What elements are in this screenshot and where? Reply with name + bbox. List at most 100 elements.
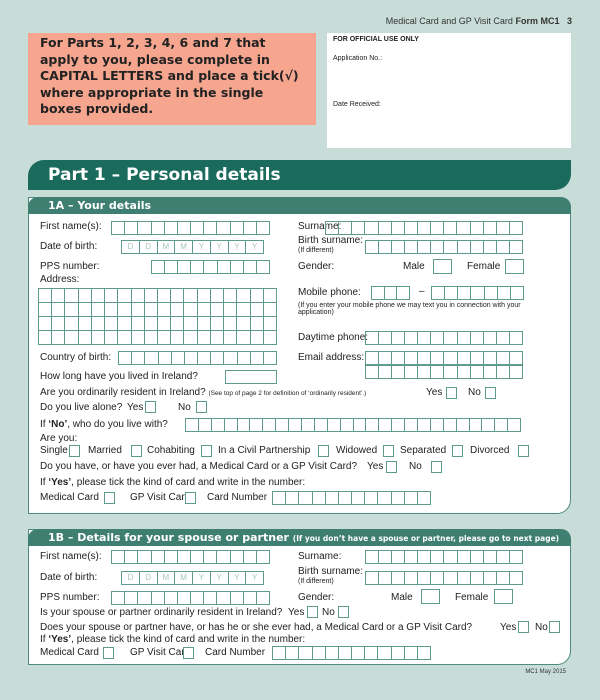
char-box[interactable] [273, 646, 287, 660]
char-box[interactable] [378, 646, 392, 660]
char-box[interactable] [496, 240, 510, 254]
surname-field[interactable] [325, 221, 524, 235]
char-box[interactable] [224, 331, 238, 345]
char-box[interactable] [39, 303, 53, 317]
char-box[interactable] [105, 303, 119, 317]
char-box[interactable] [312, 646, 326, 660]
char-box[interactable] [118, 317, 132, 331]
char-box[interactable] [138, 550, 152, 564]
char-box[interactable] [91, 289, 106, 303]
char-box[interactable] [508, 418, 522, 432]
char-box[interactable] [230, 260, 244, 274]
char-box[interactable] [105, 331, 119, 345]
mobile-number-field[interactable] [431, 286, 524, 300]
char-box[interactable] [392, 550, 406, 564]
char-box[interactable] [458, 286, 472, 300]
char-box[interactable] [197, 303, 211, 317]
daytime-phone-field[interactable] [365, 331, 523, 345]
char-box[interactable] [470, 550, 484, 564]
spouse-birth-surname-field[interactable] [365, 571, 523, 585]
char-box[interactable] [444, 240, 458, 254]
char-box[interactable] [217, 260, 231, 274]
char-box[interactable] [145, 351, 159, 365]
char-box[interactable] [119, 351, 133, 365]
char-box[interactable] [191, 591, 205, 605]
char-box[interactable] [164, 550, 178, 564]
char-box[interactable] [431, 365, 445, 379]
char-box[interactable] [444, 365, 458, 379]
status-widowed-checkbox[interactable] [383, 445, 394, 457]
char-box[interactable] [118, 331, 132, 345]
char-box[interactable] [263, 351, 278, 365]
char-box[interactable] [456, 418, 470, 432]
char-box[interactable] [365, 646, 379, 660]
gp-visit-card-checkbox[interactable] [185, 492, 196, 504]
card-no-checkbox[interactable] [431, 461, 442, 473]
email-field-row-2[interactable] [365, 365, 523, 379]
char-box[interactable] [339, 221, 353, 235]
char-box[interactable] [256, 221, 271, 235]
char-box[interactable]: M [157, 240, 176, 254]
spouse-resident-no-checkbox[interactable] [338, 606, 349, 618]
status-married-checkbox[interactable] [131, 445, 142, 457]
live-alone-yes-checkbox[interactable] [145, 401, 156, 413]
char-box[interactable] [405, 240, 419, 254]
status-divorced-checkbox[interactable] [518, 445, 529, 457]
char-box[interactable] [52, 303, 66, 317]
char-box[interactable] [366, 418, 380, 432]
char-box[interactable] [171, 331, 185, 345]
country-of-birth-field[interactable] [118, 351, 278, 365]
char-box[interactable] [144, 289, 158, 303]
char-box[interactable] [405, 418, 419, 432]
char-box[interactable] [509, 351, 523, 365]
char-box[interactable]: Y [193, 240, 211, 254]
char-box[interactable]: D [139, 240, 158, 254]
char-box[interactable] [91, 331, 106, 345]
char-box[interactable] [286, 491, 300, 505]
char-box[interactable] [299, 491, 313, 505]
char-box[interactable] [171, 317, 185, 331]
char-box[interactable] [289, 418, 303, 432]
status-cohabiting-checkbox[interactable] [201, 445, 212, 457]
how-long-field[interactable] [225, 370, 277, 384]
status-separated-checkbox[interactable] [452, 445, 463, 457]
char-box[interactable] [204, 260, 218, 274]
char-box[interactable] [471, 286, 485, 300]
char-box[interactable] [417, 221, 432, 235]
char-box[interactable] [39, 289, 53, 303]
char-box[interactable] [509, 331, 523, 345]
char-box[interactable] [444, 571, 458, 585]
char-box[interactable] [256, 550, 271, 564]
char-box[interactable] [431, 550, 445, 564]
char-box[interactable] [250, 331, 264, 345]
char-box[interactable] [131, 303, 145, 317]
char-box[interactable] [125, 591, 139, 605]
char-box[interactable] [482, 418, 496, 432]
card-number-field[interactable] [272, 491, 432, 505]
char-box[interactable] [177, 550, 192, 564]
char-box[interactable] [273, 491, 287, 505]
char-box[interactable] [470, 365, 484, 379]
char-box[interactable] [217, 591, 231, 605]
char-box[interactable] [325, 646, 339, 660]
char-box[interactable] [144, 317, 158, 331]
char-box[interactable] [496, 331, 510, 345]
char-box[interactable] [470, 351, 484, 365]
char-box[interactable] [469, 418, 483, 432]
char-box[interactable] [366, 550, 380, 564]
spouse-gp-visit-card-checkbox[interactable] [183, 647, 194, 659]
char-box[interactable] [497, 286, 511, 300]
char-box[interactable] [366, 240, 380, 254]
char-box[interactable] [405, 550, 419, 564]
char-box[interactable] [52, 289, 66, 303]
char-box[interactable] [224, 418, 238, 432]
char-box[interactable] [151, 591, 165, 605]
char-box[interactable] [483, 351, 497, 365]
char-box[interactable] [470, 331, 484, 345]
char-box[interactable] [326, 221, 340, 235]
char-box[interactable] [431, 240, 445, 254]
char-box[interactable] [391, 221, 405, 235]
char-box[interactable] [224, 303, 238, 317]
char-box[interactable] [158, 351, 172, 365]
char-box[interactable] [457, 571, 471, 585]
